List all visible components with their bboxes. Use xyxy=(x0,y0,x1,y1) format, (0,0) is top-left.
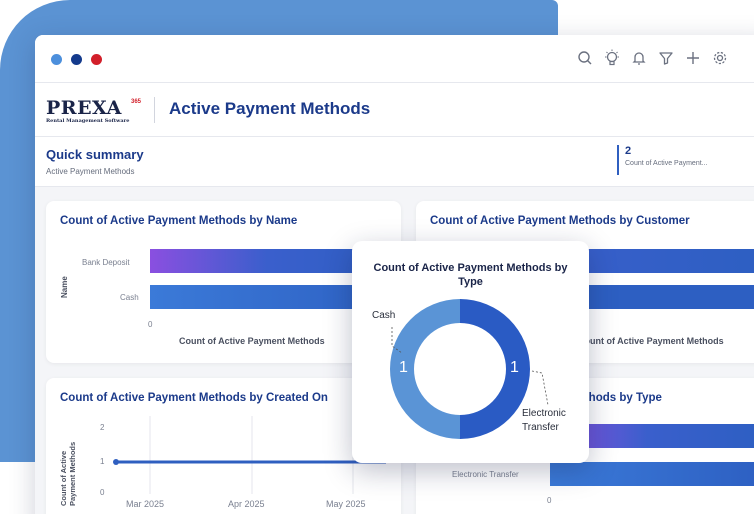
filter-icon[interactable] xyxy=(657,49,675,67)
logo-text: PREXA xyxy=(46,97,122,119)
leader-line-electronic xyxy=(531,370,549,406)
search-icon[interactable] xyxy=(576,49,594,67)
line-chart-svg xyxy=(113,416,386,494)
kpi-card[interactable]: 2 Count of Active Payment... xyxy=(617,145,708,175)
logo[interactable]: PREXA Rental Management Software 365 xyxy=(46,97,144,124)
chart-card-by-created-on: Count of Active Payment Methods by Creat… xyxy=(46,378,401,514)
x-axis-label: Count of Active Payment Methods xyxy=(179,336,325,346)
page-title: Active Payment Methods xyxy=(169,99,371,118)
header-divider xyxy=(154,97,155,123)
slice-label-electronic-transfer: Electronic Transfer xyxy=(522,408,566,433)
donut-chart-popup[interactable]: Count of Active Payment Methods by Type … xyxy=(352,241,589,463)
x-tick-0: 0 xyxy=(547,496,552,505)
popup-title: Count of Active Payment Methods by Type xyxy=(373,262,568,288)
toolbar-icons xyxy=(576,49,729,67)
data-point[interactable] xyxy=(113,459,119,465)
window-control-minimize[interactable] xyxy=(71,54,82,65)
donut-slice-electronic-transfer[interactable] xyxy=(460,299,530,439)
plus-icon[interactable] xyxy=(684,49,702,67)
category-label: Bank Deposit xyxy=(82,258,130,267)
logo-subtitle: Rental Management Software xyxy=(46,118,130,124)
gear-icon[interactable] xyxy=(711,49,729,67)
logo-badge: 365 xyxy=(131,99,142,105)
page-header: PREXA Rental Management Software 365 Act… xyxy=(35,83,754,137)
bulb-icon[interactable] xyxy=(603,49,621,67)
y-axis-label: Name xyxy=(60,276,69,298)
bar-type-2[interactable] xyxy=(550,462,754,486)
summary-subtitle: Active Payment Methods xyxy=(46,167,135,176)
y-tick: 0 xyxy=(100,488,105,497)
bell-icon[interactable] xyxy=(630,49,648,67)
summary-title: Quick summary xyxy=(46,147,144,162)
chart-title: Count of Active Payment Methods by Creat… xyxy=(60,392,328,404)
y-tick: 1 xyxy=(100,457,105,466)
kpi-label: Count of Active Payment... xyxy=(625,160,708,167)
window-control-maximize[interactable] xyxy=(91,54,102,65)
category-label: Electronic Transfer xyxy=(452,470,519,479)
window-control-close[interactable] xyxy=(51,54,62,65)
x-tick-0: 0 xyxy=(148,320,153,329)
donut-chart xyxy=(390,299,549,439)
x-axis-label: Count of Active Payment Methods xyxy=(578,336,724,346)
chart-card-by-name: Count of Active Payment Methods by Name … xyxy=(46,201,410,363)
chart-title: Count of Active Payment Methods by Name xyxy=(60,215,298,227)
donut-slice-cash[interactable] xyxy=(390,299,460,439)
x-tick: Apr 2025 xyxy=(228,499,265,509)
kpi-value: 2 xyxy=(625,145,632,157)
slice-value-cash: 1 xyxy=(399,359,408,376)
x-tick: Mar 2025 xyxy=(126,499,165,509)
x-tick: May 2025 xyxy=(326,499,366,509)
chart-title: Count of Active Payment Methods by Custo… xyxy=(430,215,690,227)
quick-summary: Quick summary Active Payment Methods 2 C… xyxy=(35,137,754,187)
category-label: Cash xyxy=(120,293,139,302)
y-tick: 2 xyxy=(100,423,105,432)
title-bar xyxy=(35,35,754,83)
slice-label-cash: Cash xyxy=(372,310,396,321)
slice-value-electronic-transfer: 1 xyxy=(510,359,519,376)
